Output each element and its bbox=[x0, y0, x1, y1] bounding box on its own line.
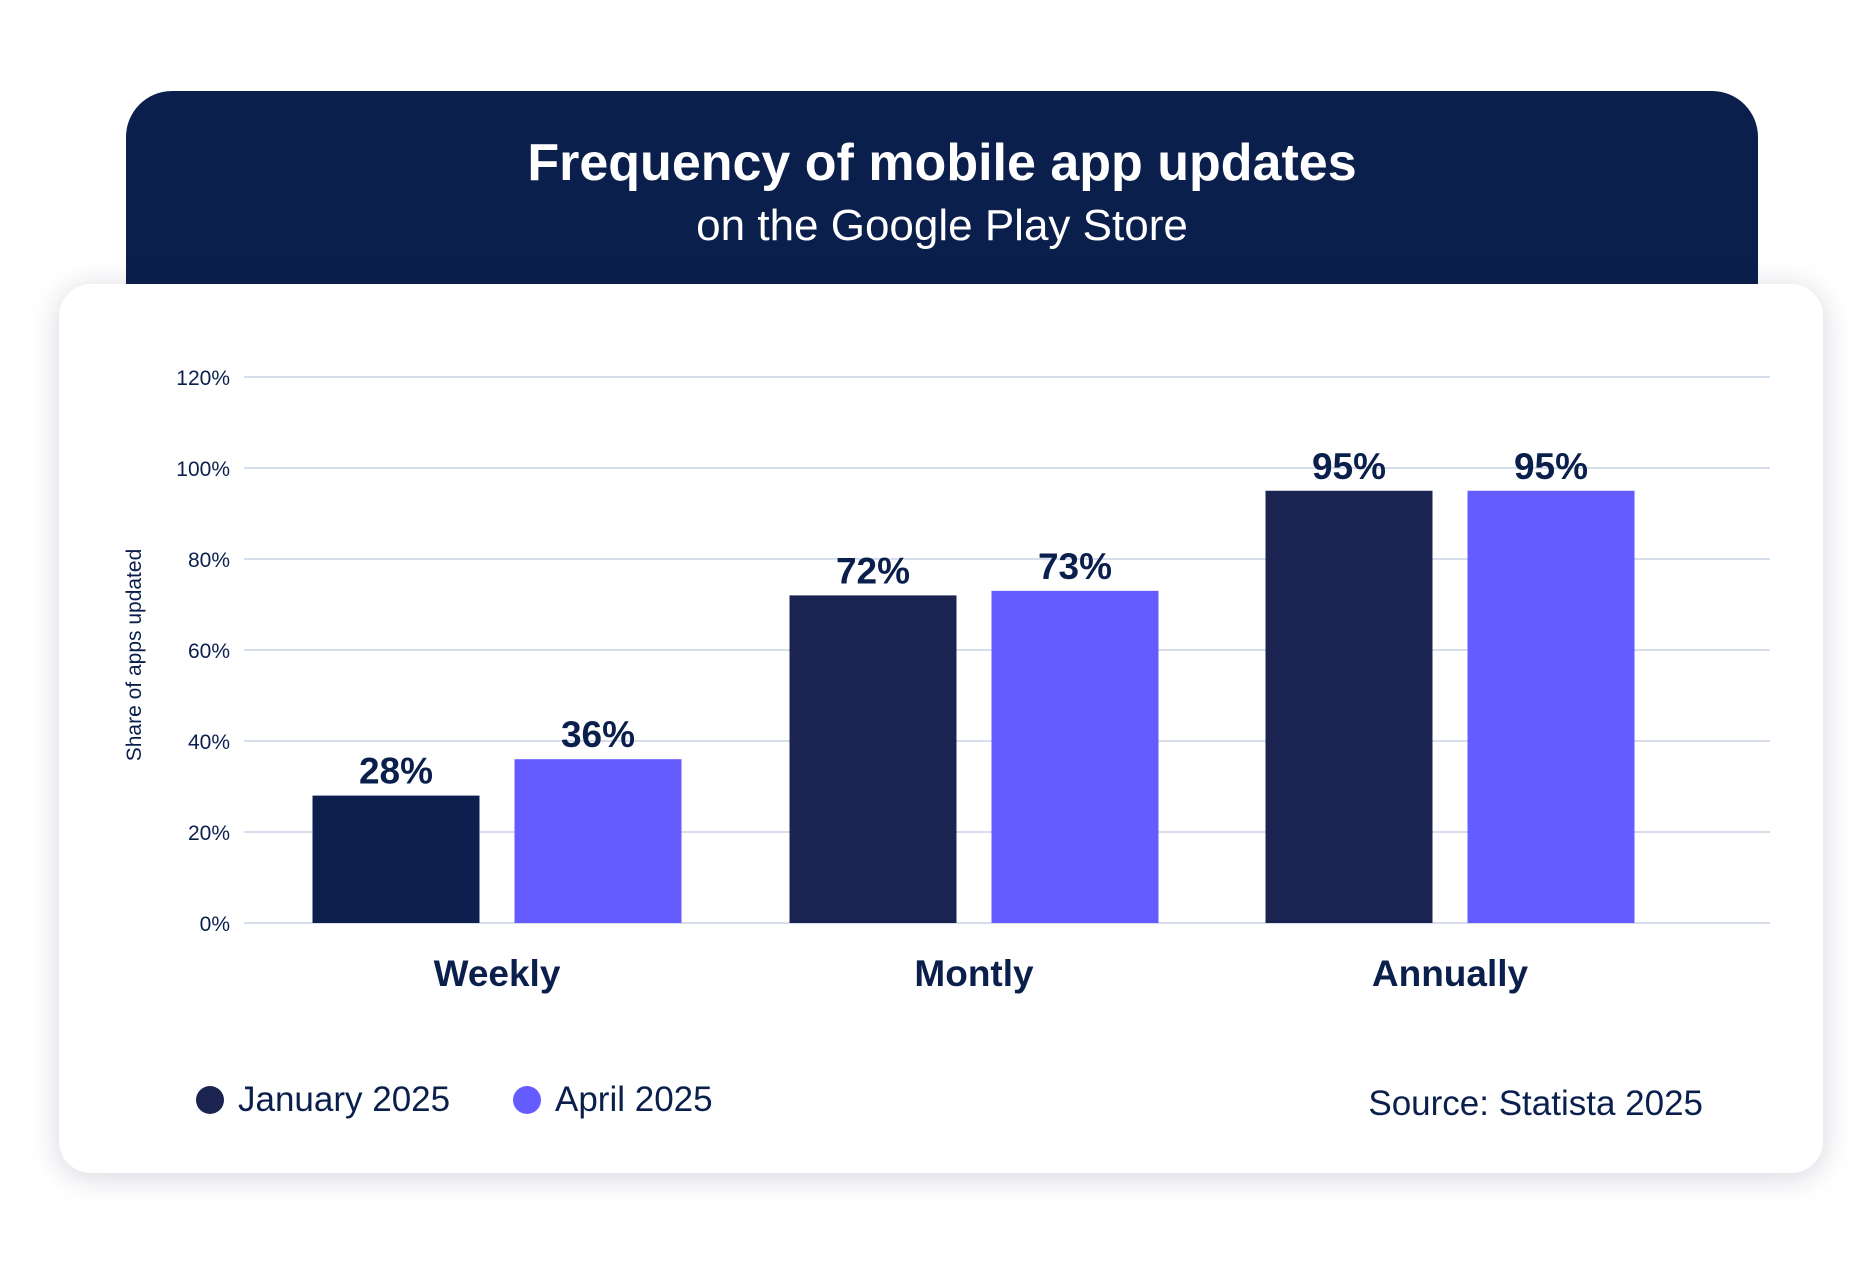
data-label: 72% bbox=[836, 550, 910, 591]
legend-item-january: January 2025 bbox=[196, 1080, 450, 1120]
data-label: 28% bbox=[359, 751, 433, 792]
data-label: 36% bbox=[561, 714, 635, 755]
data-label: 95% bbox=[1514, 446, 1588, 487]
x-category-label: Annually bbox=[1372, 953, 1529, 994]
legend-item-april: April 2025 bbox=[513, 1080, 713, 1120]
y-tick-label: 60% bbox=[188, 640, 230, 663]
chart-subtitle: on the Google Play Store bbox=[696, 201, 1188, 250]
y-tick-label: 20% bbox=[188, 822, 230, 845]
y-tick-label: 40% bbox=[188, 731, 230, 754]
data-label: 73% bbox=[1038, 546, 1112, 587]
bar-annually-0 bbox=[1265, 490, 1433, 923]
bar-annually-1 bbox=[1467, 490, 1635, 923]
y-axis-label: Share of apps updated bbox=[123, 549, 146, 762]
x-category-label: Montly bbox=[914, 953, 1034, 994]
chart-header: Frequency of mobile app updates on the G… bbox=[126, 91, 1758, 296]
legend-label: April 2025 bbox=[555, 1080, 713, 1119]
bar-weekly-0 bbox=[312, 795, 480, 923]
source-note: Source: Statista 2025 bbox=[1368, 1084, 1703, 1123]
y-tick-label: 120% bbox=[176, 367, 230, 390]
legend-label: January 2025 bbox=[238, 1080, 451, 1119]
legend-swatch-january bbox=[196, 1086, 224, 1114]
y-tick-label: 80% bbox=[188, 549, 230, 572]
y-tick-label: 100% bbox=[176, 458, 230, 481]
y-tick-label: 0% bbox=[200, 913, 230, 936]
data-label: 95% bbox=[1312, 446, 1386, 487]
chart-title: Frequency of mobile app updates bbox=[527, 134, 1357, 192]
bar-montly-1 bbox=[991, 590, 1159, 923]
bar-montly-0 bbox=[789, 595, 957, 923]
bar-weekly-1 bbox=[514, 759, 682, 923]
x-category-label: Weekly bbox=[434, 953, 561, 994]
legend-swatch-april bbox=[513, 1086, 541, 1114]
